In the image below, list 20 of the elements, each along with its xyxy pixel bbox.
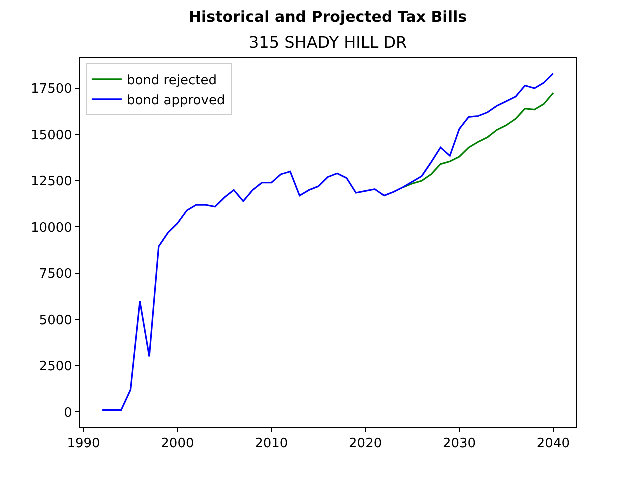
x-tick-label: 1990 [67, 436, 100, 452]
y-tick-label: 7500 [39, 267, 72, 282]
y-tick-label: 2500 [39, 360, 72, 375]
legend-label: bond rejected [126, 74, 217, 89]
x-tick-label: 2010 [255, 436, 288, 452]
x-tick-label: 2040 [536, 436, 570, 452]
x-tick-label: 2020 [349, 436, 382, 452]
chart-subtitle: 315 SHADY HILL DR [249, 33, 408, 52]
y-tick-label: 5000 [39, 313, 72, 328]
line-series [402, 92, 554, 188]
y-tick-label: 17500 [31, 82, 72, 98]
x-tick-label: 2030 [442, 436, 476, 452]
y-tick-label: 0 [64, 406, 72, 421]
y-tick-label: 10000 [31, 220, 72, 236]
line-series [102, 72, 554, 412]
x-tick-label: 2000 [161, 436, 194, 452]
y-tick-label: 12500 [31, 174, 72, 190]
y-tick-label: 15000 [31, 128, 72, 144]
chart-title: Historical and Projected Tax Bills [188, 8, 468, 26]
legend-label: bond approved [126, 93, 226, 108]
